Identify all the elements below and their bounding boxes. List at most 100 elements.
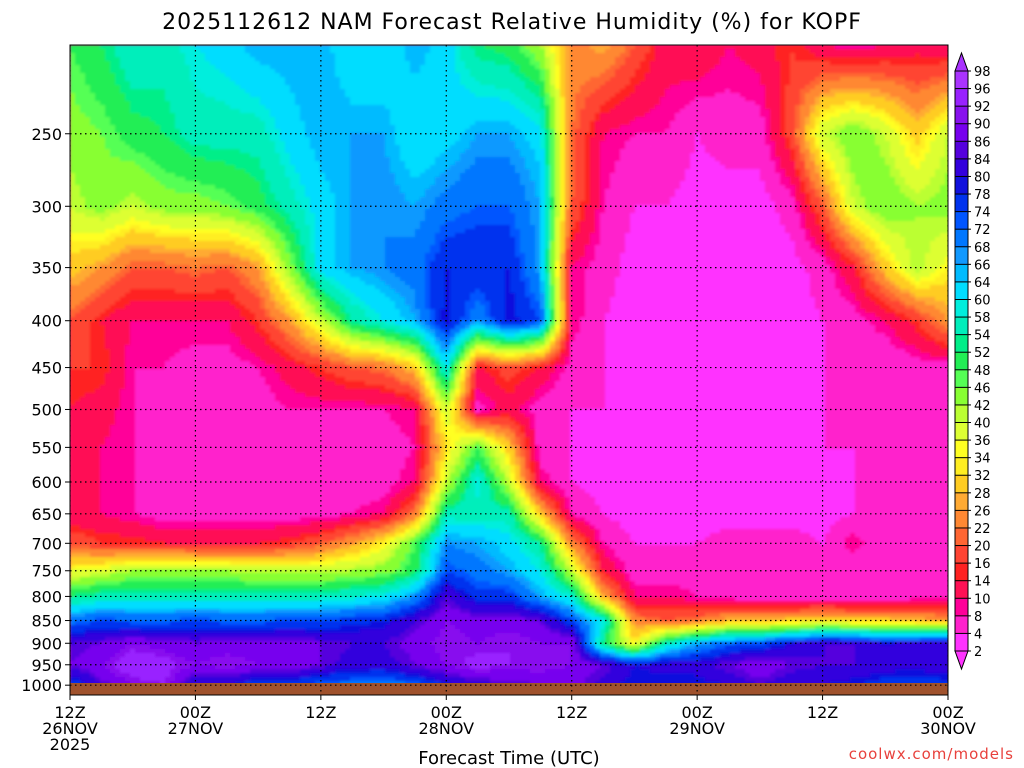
heatmap-cell [845,69,851,74]
heatmap-cell [935,109,941,114]
heatmap-cell [935,89,941,94]
heatmap-cell [935,49,941,54]
heatmap-cell [860,73,866,78]
heatmap-cell [395,109,401,114]
heatmap-cell [800,85,806,90]
heatmap-cell [815,141,821,146]
heatmap-cell [400,137,406,142]
heatmap-cell [805,89,811,94]
heatmap-cell [410,153,416,158]
heatmap-cell [850,113,856,118]
heatmap-cell [275,149,281,154]
heatmap-cell [595,77,601,82]
heatmap-cell [500,129,506,134]
heatmap-cell [515,73,521,78]
heatmap-cell [515,121,521,126]
heatmap-cell [330,149,336,154]
heatmap-cell [675,133,681,138]
heatmap-cell [785,49,791,54]
heatmap-cell [685,113,691,118]
heatmap-cell [175,125,181,130]
heatmap-cell [590,61,596,66]
heatmap-cell [910,73,916,78]
heatmap-cell [460,129,466,134]
heatmap-cell [485,93,491,98]
heatmap-cell [780,141,786,146]
heatmap-cell [740,85,746,90]
heatmap-cell [610,137,616,142]
heatmap-cell [345,81,351,86]
heatmap-cell [330,129,336,134]
heatmap-cell [580,89,586,94]
heatmap-cell [110,157,116,162]
heatmap-cell [695,81,701,86]
heatmap-cell [480,149,486,154]
heatmap-cell [705,89,711,94]
heatmap-cell [425,57,431,62]
heatmap-cell [230,69,236,74]
heatmap-cell [415,57,421,62]
heatmap-cell [615,81,621,86]
heatmap-cell [420,133,426,138]
heatmap-cell [785,125,791,130]
heatmap-cell [860,117,866,122]
heatmap-cell [480,69,486,74]
heatmap-cell [830,121,836,126]
heatmap-cell [420,129,426,134]
heatmap-cell [700,109,706,114]
heatmap-cell [615,125,621,130]
heatmap-cell [780,133,786,138]
heatmap-cell [910,57,916,62]
heatmap-cell [875,105,881,110]
heatmap-cell [545,101,551,106]
heatmap-cell [615,141,621,146]
heatmap-cell [905,109,911,114]
heatmap-cell [175,73,181,78]
heatmap-cell [655,113,661,118]
heatmap-cell [895,153,901,158]
heatmap-cell [320,153,326,158]
heatmap-cell [525,113,531,118]
heatmap-cell [200,77,206,82]
heatmap-cell [610,85,616,90]
heatmap-cell [595,113,601,118]
heatmap-cell [405,97,411,102]
heatmap-cell [825,117,831,122]
heatmap-cell [180,141,186,146]
heatmap-cell [80,153,86,158]
heatmap-cell [785,69,791,74]
heatmap-cell [640,89,646,94]
heatmap-cell [730,77,736,82]
heatmap-cell [545,65,551,70]
heatmap-cell [780,49,786,54]
heatmap-cell [390,53,396,58]
heatmap-cell [425,89,431,94]
heatmap-cell [215,45,221,50]
heatmap-cell [255,61,261,66]
heatmap-cell [335,45,341,50]
heatmap-cell [450,109,456,114]
heatmap-cell [605,137,611,142]
heatmap-cell [450,153,456,158]
heatmap-cell [830,45,836,50]
heatmap-cell [455,85,461,90]
heatmap-cell [570,81,576,86]
heatmap-cell [275,153,281,158]
heatmap-cell [670,153,676,158]
heatmap-cell [470,61,476,66]
heatmap-cell [930,57,936,62]
heatmap-cell [390,45,396,50]
heatmap-cell [840,153,846,158]
heatmap-cell [730,145,736,150]
heatmap-cell [545,53,551,58]
heatmap-cell [915,57,921,62]
heatmap-cell [265,153,271,158]
heatmap-cell [645,133,651,138]
heatmap-cell [805,77,811,82]
heatmap-cell [530,69,536,74]
heatmap-cell [560,101,566,106]
heatmap-cell [350,121,356,126]
heatmap-cell [505,145,511,150]
heatmap-cell [650,93,656,98]
heatmap-cell [165,141,171,146]
